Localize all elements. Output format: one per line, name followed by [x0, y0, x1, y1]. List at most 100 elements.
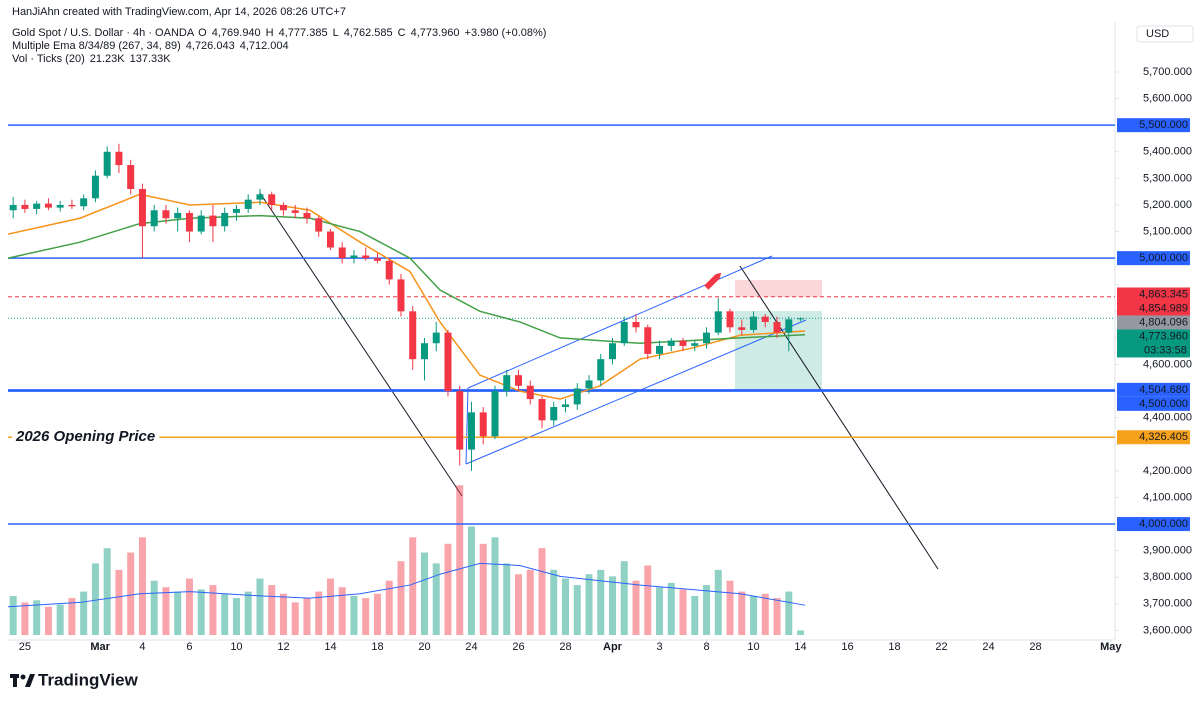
candle-body — [750, 316, 758, 330]
ema-line — [8, 214, 806, 344]
candle-body — [726, 311, 734, 328]
attribution: HanJiAhn created with TradingView.com, A… — [12, 6, 346, 18]
price-tag-label: 4,000.000 — [1139, 518, 1188, 530]
candle-body — [197, 215, 205, 232]
legend-value: 4,777.385 — [279, 27, 328, 39]
x-tick-label: 25 — [19, 641, 31, 653]
x-tick-label: 6 — [186, 641, 192, 653]
volume-bar — [138, 537, 146, 635]
legend-value: 4,726.043 — [186, 40, 235, 52]
x-tick-label: 10 — [747, 641, 759, 653]
candle-body — [9, 204, 17, 211]
volume-bar — [573, 585, 581, 635]
volume-bar — [162, 587, 170, 635]
x-tick-label: 3 — [656, 641, 662, 653]
candle-body — [785, 319, 793, 333]
volume-bar — [103, 548, 111, 635]
x-tick-label: 18 — [888, 641, 900, 653]
candle-body — [115, 151, 123, 166]
volume-bar — [597, 569, 605, 635]
volume-bar — [80, 591, 88, 635]
candle-body — [209, 215, 217, 227]
volume-bar — [91, 563, 99, 635]
volume-bar — [550, 569, 558, 635]
volume-bar — [797, 630, 805, 635]
candle-body — [44, 203, 52, 208]
candle-body — [21, 204, 29, 209]
legend-value: C — [398, 27, 406, 39]
price-tag — [1117, 251, 1190, 266]
price-tag — [1117, 430, 1190, 445]
volume-bar — [268, 585, 276, 635]
ema-line — [8, 193, 806, 400]
y-tick-label: 5,400.000 — [1143, 146, 1192, 158]
volume-ma-line — [8, 562, 806, 608]
pencil-icon — [704, 272, 722, 290]
candle-body — [279, 204, 287, 211]
price-tag — [1117, 382, 1190, 397]
price-tag-label: 5,500.000 — [1139, 119, 1188, 131]
volume-bar — [432, 563, 440, 635]
y-tick-label: 4,600.000 — [1143, 358, 1192, 370]
channel-line — [467, 255, 773, 389]
candle-body — [444, 332, 452, 392]
price-tag-label: 5,000.000 — [1139, 252, 1188, 264]
volume-bar — [185, 578, 193, 635]
x-tick-label: Apr — [603, 641, 623, 653]
candle-body — [491, 391, 499, 437]
x-tick-label: May — [1100, 641, 1122, 653]
y-tick-label: 4,200.000 — [1143, 465, 1192, 477]
candle-body — [244, 199, 252, 209]
volume-bar — [338, 587, 346, 635]
volume-bar — [514, 574, 522, 635]
volume-bar — [467, 526, 475, 635]
volume-bar — [785, 591, 793, 635]
candle-body — [538, 399, 546, 421]
price-tag-label: 4,804.096 — [1139, 316, 1188, 328]
candle-body — [644, 327, 652, 354]
candle-body — [80, 198, 88, 207]
candle-body — [221, 212, 229, 227]
candle-body — [350, 255, 358, 259]
x-tick-label: 20 — [418, 641, 430, 653]
candle-body — [620, 321, 628, 344]
legend-value: +3.980 (+0.08%) — [465, 27, 547, 39]
candle-body — [68, 204, 76, 207]
volume-bar — [56, 604, 64, 635]
currency-box — [1136, 25, 1194, 43]
volume-bar — [726, 580, 734, 635]
candle-body — [561, 404, 569, 408]
legend-value: O — [198, 27, 207, 39]
price-tag-label: 4,854.989 — [1139, 302, 1188, 314]
volume-bar — [209, 585, 217, 635]
legend-value: 21.23K — [90, 53, 126, 65]
volume-bar — [738, 591, 746, 635]
candle-body — [268, 194, 276, 205]
legend-value: 4,773.960 — [411, 27, 460, 39]
volume-bar — [409, 537, 417, 635]
volume-bar — [397, 561, 405, 635]
candle-body — [573, 388, 581, 405]
candle-body — [714, 311, 722, 333]
candle-body — [91, 175, 99, 199]
candle-body — [397, 279, 405, 312]
price-tag-label: 4,504.680 — [1139, 384, 1188, 396]
candle-body — [456, 391, 464, 450]
x-tick-label: 16 — [841, 641, 853, 653]
price-tag-label: 4,863.345 — [1139, 288, 1188, 300]
volume-bar — [197, 589, 205, 635]
volume-bar — [115, 569, 123, 635]
volume-bar — [420, 552, 428, 635]
volume-bar — [644, 565, 652, 635]
legend-value: L — [333, 27, 339, 39]
candle-body — [232, 208, 240, 213]
x-tick-label: 24 — [465, 641, 477, 653]
candle-body — [150, 210, 158, 227]
legend-value: 4,769.940 — [212, 27, 261, 39]
y-tick-label: 5,100.000 — [1143, 225, 1192, 237]
candle-body — [467, 412, 475, 450]
y-tick-label: 3,800.000 — [1143, 571, 1192, 583]
price-tag-label: 4,326.405 — [1139, 431, 1188, 443]
legend-value: H — [266, 27, 274, 39]
